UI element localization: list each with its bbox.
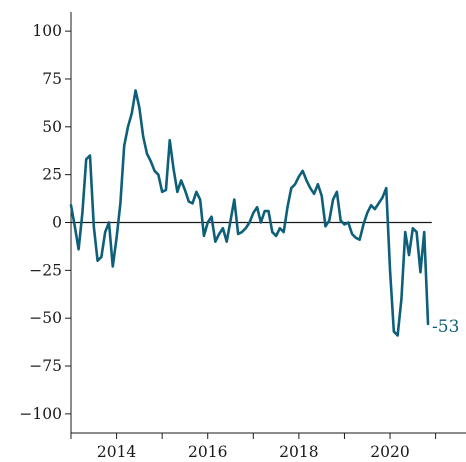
y-tick-label: 0 xyxy=(52,214,62,232)
end-value-label: -53 xyxy=(432,317,459,337)
y-tick-label: 100 xyxy=(32,22,62,40)
y-axis: 100 75 50 25 0 −25 −50 −75 −100 xyxy=(19,22,71,423)
x-tick-label: 2014 xyxy=(97,443,137,461)
series-line xyxy=(69,89,430,337)
x-tick-label: 2018 xyxy=(279,443,318,461)
y-tick-label: 25 xyxy=(42,166,62,184)
y-tick-label: −100 xyxy=(19,405,62,423)
x-axis: 2014 2016 2018 2020 xyxy=(70,433,437,461)
y-tick-label: −75 xyxy=(29,357,62,375)
y-tick-label: −50 xyxy=(29,309,62,327)
x-tick-label: 2020 xyxy=(370,443,409,461)
y-tick-label: −25 xyxy=(29,261,62,279)
y-tick-label: 50 xyxy=(42,118,62,136)
y-tick-label: 75 xyxy=(42,70,62,88)
x-tick-label: 2016 xyxy=(188,443,227,461)
